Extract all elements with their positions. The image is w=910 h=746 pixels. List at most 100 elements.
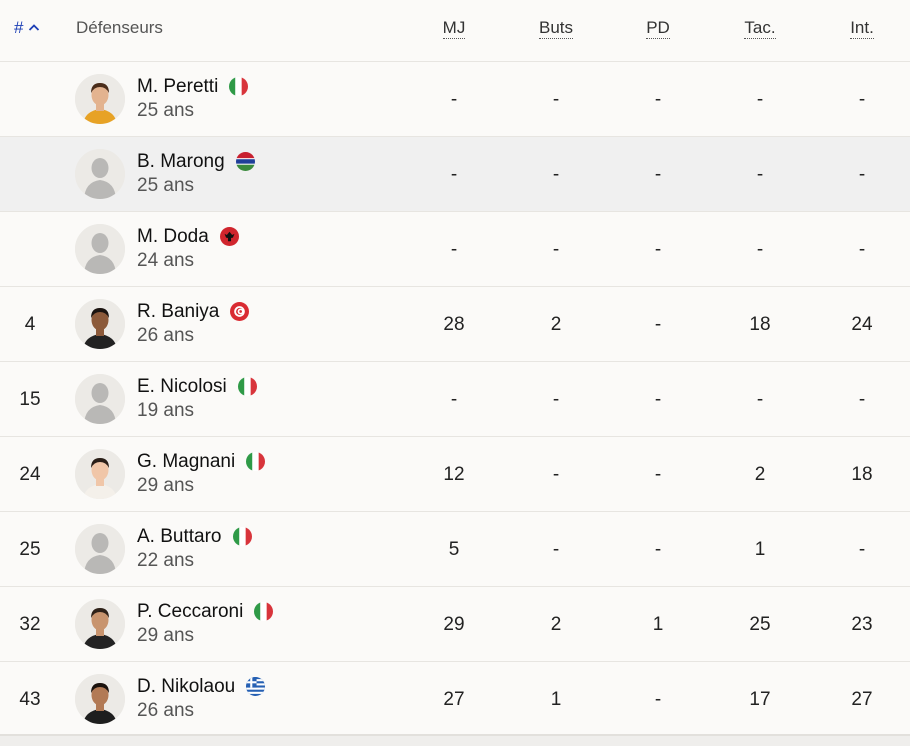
table-row[interactable]: 25 A. Buttaro 22 ans 5 - - 1 - [0, 512, 910, 587]
table-header: # Défenseurs MJ Buts PD Tac. Int. [0, 0, 910, 62]
player-age: 29 ans [137, 475, 195, 496]
table-row[interactable]: 15 E. Nicolosi 19 ans - - - - - [0, 362, 910, 437]
player-name[interactable]: E. Nicolosi [137, 376, 227, 397]
stat-cell-pd: - [654, 539, 662, 560]
stat-cell-buts: - [552, 239, 560, 260]
stat-cell-buts: - [552, 164, 560, 185]
stat-cell-pd: 1 [652, 614, 664, 635]
stat-cell-mj: - [450, 389, 458, 410]
player-age: 24 ans [137, 250, 195, 271]
stat-cell-int: 27 [851, 689, 873, 710]
jersey-number: 43 [19, 689, 41, 710]
table-row[interactable]: M. Doda 24 ans - - - - - [0, 212, 910, 287]
stat-cell-mj: 29 [443, 614, 465, 635]
player-age: 19 ans [137, 400, 195, 421]
player-age: 29 ans [137, 625, 195, 646]
table-row[interactable]: 43 D. Nikolaou 26 ans 27 1 - 17 27 [0, 662, 910, 737]
player-avatar[interactable] [75, 299, 125, 349]
stat-cell-int: - [858, 539, 866, 560]
stat-cell-mj: 12 [443, 464, 465, 485]
stat-cell-pd: - [654, 464, 662, 485]
jersey-number: 24 [19, 464, 41, 485]
italy-flag-icon [238, 377, 257, 396]
stat-cell-int: - [858, 89, 866, 110]
stat-cell-pd: - [654, 689, 662, 710]
jersey-number [0, 212, 60, 287]
player-avatar[interactable] [75, 674, 125, 724]
jersey-number: 25 [19, 539, 41, 560]
stat-cell-mj: 27 [443, 689, 465, 710]
player-avatar[interactable] [75, 599, 125, 649]
stat-cell-buts: 2 [550, 314, 562, 335]
player-age: 22 ans [137, 550, 195, 571]
stat-cell-tac: 17 [749, 689, 771, 710]
table-row[interactable]: 24 G. Magnani 29 ans 12 - - 2 18 [0, 437, 910, 512]
stat-cell-mj: - [450, 164, 458, 185]
stat-cell-int: 23 [851, 614, 873, 635]
table-row[interactable]: M. Peretti 25 ans - - - - - [0, 62, 910, 137]
italy-flag-icon [229, 77, 248, 96]
stat-cell-buts: 1 [550, 689, 562, 710]
column-header-int[interactable]: Int. [850, 18, 874, 39]
player-age: 26 ans [137, 700, 195, 721]
player-avatar[interactable] [75, 149, 125, 199]
table-footer-divider [0, 734, 910, 746]
stat-cell-tac: 25 [749, 614, 771, 635]
gambia-flag-icon [236, 152, 255, 171]
player-avatar[interactable] [75, 524, 125, 574]
jersey-number: 4 [24, 314, 36, 335]
column-header-tac[interactable]: Tac. [744, 18, 776, 39]
column-header-pd[interactable]: PD [646, 18, 670, 39]
sort-label: # [14, 18, 24, 37]
stat-cell-pd: - [654, 89, 662, 110]
player-name[interactable]: G. Magnani [137, 451, 236, 472]
table-row[interactable]: 32 P. Ceccaroni 29 ans 29 2 1 25 23 [0, 587, 910, 662]
player-name[interactable]: R. Baniya [137, 301, 220, 322]
stat-cell-int: 18 [851, 464, 873, 485]
italy-flag-icon [246, 452, 265, 471]
player-name[interactable]: M. Peretti [137, 76, 219, 97]
column-header-mj[interactable]: MJ [442, 18, 466, 39]
player-name[interactable]: A. Buttaro [137, 526, 222, 547]
stat-cell-tac: 18 [749, 314, 771, 335]
player-avatar[interactable] [75, 449, 125, 499]
player-age: 25 ans [137, 175, 195, 196]
jersey-number: 32 [19, 614, 41, 635]
player-age: 26 ans [137, 325, 195, 346]
stat-cell-pd: - [654, 164, 662, 185]
player-avatar[interactable] [75, 74, 125, 124]
chevron-up-icon [29, 24, 40, 31]
stat-cell-mj: 5 [448, 539, 460, 560]
stat-cell-mj: - [450, 239, 458, 260]
jersey-number [0, 62, 60, 137]
stat-cell-pd: - [654, 239, 662, 260]
stat-cell-buts: - [552, 89, 560, 110]
player-name[interactable]: B. Marong [137, 151, 225, 172]
player-name[interactable]: P. Ceccaroni [137, 601, 244, 622]
jersey-number [0, 137, 60, 212]
table-row[interactable]: 4 R. Baniya 26 ans 28 2 - 18 24 [0, 287, 910, 362]
stat-cell-buts: - [552, 539, 560, 560]
player-avatar[interactable] [75, 224, 125, 274]
player-name[interactable]: D. Nikolaou [137, 676, 236, 697]
stat-cell-buts: - [552, 464, 560, 485]
stat-cell-tac: - [756, 164, 764, 185]
stat-cell-tac: 2 [754, 464, 766, 485]
table-row[interactable]: B. Marong 25 ans - - - - - [0, 137, 910, 212]
stat-cell-tac: - [756, 389, 764, 410]
stat-cell-tac: - [756, 239, 764, 260]
italy-flag-icon [233, 527, 252, 546]
player-age: 25 ans [137, 100, 195, 121]
group-label: Défenseurs [76, 18, 163, 37]
stat-cell-int: - [858, 164, 866, 185]
player-avatar[interactable] [75, 374, 125, 424]
column-header-buts[interactable]: Buts [538, 18, 574, 39]
player-name[interactable]: M. Doda [137, 226, 209, 247]
stat-cell-mj: 28 [443, 314, 465, 335]
stat-cell-int: 24 [851, 314, 873, 335]
stat-cell-tac: 1 [754, 539, 766, 560]
stat-cell-mj: - [450, 89, 458, 110]
albania-flag-icon [220, 227, 239, 246]
sort-by-number-button[interactable]: # [14, 18, 40, 38]
